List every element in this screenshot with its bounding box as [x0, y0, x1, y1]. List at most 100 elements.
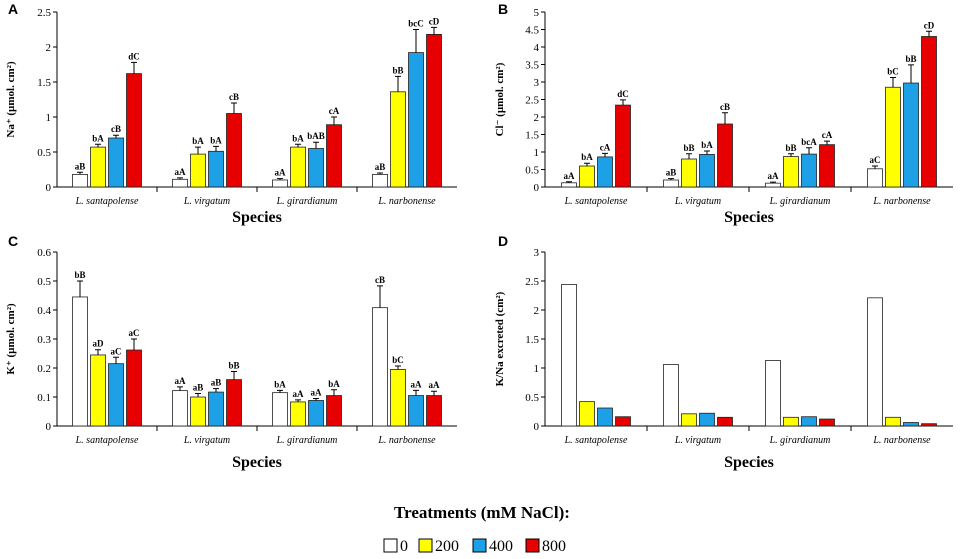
- panel-c-error-bar-l-santapolense-400: [113, 356, 119, 364]
- panel-b-error-bar-l-santapolense-200: [584, 162, 590, 166]
- panel-d-y-tick-label: 0.5: [525, 392, 539, 404]
- panel-b-error-bar-l-narbonense-200: [890, 76, 896, 88]
- panel-b-category-label-l-narbonense: L. narbonense: [872, 196, 931, 207]
- panel-b-bar-l-narbonense-800: [921, 36, 937, 188]
- panel-b-data-label-l-virgatum-200: bB: [683, 143, 694, 153]
- panel-c-bar-l-narbonense-200: [390, 369, 406, 427]
- legend-title: Treatments (mM NaCl):: [394, 503, 570, 522]
- panel-c-error-bar-l-santapolense-800: [131, 338, 137, 351]
- panel-c: C 0 0.1 0.2 0.3 0.4 0.5 0.6 K⁺ (µmol. cm²) L. san…: [5, 233, 457, 471]
- panel-d-bar-l-virgatum-0: [663, 364, 679, 427]
- panel-b-error-bar-l-virgatum-200: [686, 153, 692, 159]
- panel-a-bar-l-narbonense-0: [372, 173, 388, 188]
- legend-swatch-0: [383, 538, 398, 553]
- panel-b-data-label-l-virgatum-400: bA: [701, 140, 713, 150]
- panel-d-bar-l-narbonense-800: [921, 423, 937, 427]
- chart-panels: A 0 0.5 1 1.5 2 2.5 Na⁺ (µmol. cm²) L. santapole…: [5, 1, 953, 471]
- legend-swatch-200: [418, 538, 433, 553]
- panel-c-category-label-l-narbonense: L. narbonense: [377, 435, 436, 446]
- panel-b-y-tick-label: 2: [534, 112, 540, 124]
- panel-b-bar-l-santapolense-400: [597, 156, 613, 188]
- panel-c-bar-l-girardianum-400: [308, 400, 324, 427]
- panel-b-data-label-l-narbonense-800: cD: [924, 20, 935, 30]
- panel-c-data-label-l-narbonense-800: aA: [429, 380, 441, 390]
- panel-d-bar-l-virgatum-400: [699, 412, 715, 427]
- panel-c-data-label-l-narbonense-200: bC: [392, 355, 404, 365]
- panel-a-error-bar-l-narbonense-800: [431, 26, 437, 35]
- panel-c-error-bar-l-virgatum-200: [195, 393, 201, 397]
- panel-a-bar-l-narbonense-400: [408, 52, 424, 188]
- panel-b-bar-l-virgatum-200: [681, 158, 697, 188]
- panel-a-error-bar-l-santapolense-0: [77, 171, 83, 175]
- panel-c-bar-l-virgatum-0: [172, 390, 188, 427]
- panel-b-bar-l-narbonense-200: [885, 86, 901, 188]
- panel-c-bar-l-virgatum-800: [226, 379, 242, 427]
- panel-b-data-label-l-virgatum-800: cB: [720, 102, 730, 112]
- panel-a-data-label-l-santapolense-400: cB: [111, 124, 121, 134]
- panel-c-data-label-l-santapolense-400: aC: [111, 346, 122, 356]
- panel-a-category-label-l-santapolense: L. santapolense: [75, 196, 139, 207]
- panel-d-letter: D: [498, 233, 508, 249]
- legend-swatch-400: [472, 538, 487, 553]
- panel-b: B 0 0.5 1 1.5 2 2.5 3 3.5 4 4.5 5 Cl⁻ (µmol. cm²) L. …: [494, 1, 953, 226]
- panel-d-bar-l-santapolense-200: [579, 401, 595, 427]
- panel-c-letter: C: [8, 233, 18, 249]
- panel-c-data-label-l-girardianum-200: aA: [293, 389, 305, 399]
- panel-c-y-tick-label: 0.6: [37, 247, 51, 259]
- panel-a-y-tick-label: 0.5: [37, 147, 51, 159]
- panel-a-bar-l-santapolense-400: [108, 137, 124, 188]
- panel-a-data-label-l-narbonense-800: cD: [429, 16, 440, 26]
- panel-a-y-tick-label: 2: [46, 42, 52, 54]
- panel-c-data-label-l-girardianum-0: bA: [274, 379, 286, 389]
- panel-c-error-bar-l-narbonense-400: [413, 389, 419, 396]
- panel-d-y-label: K/Na excreted (cm²): [494, 291, 506, 386]
- panel-a-letter: A: [8, 1, 18, 17]
- panel-c-data-label-l-narbonense-400: aA: [411, 379, 423, 389]
- panel-c-data-label-l-girardianum-400: aA: [311, 387, 323, 397]
- panel-d-bar-l-narbonense-200: [885, 416, 901, 427]
- panel-a-y-tick-label: 1.5: [37, 77, 51, 89]
- legend-label-200: 200: [435, 538, 459, 555]
- legend-item-400: 400: [472, 538, 513, 555]
- panel-c-error-bar-l-girardianum-0: [277, 389, 283, 393]
- panel-b-y-tick-label: 3: [534, 77, 540, 89]
- panel-b-category-label-l-santapolense: L. santapolense: [564, 196, 628, 207]
- legend-label-800: 800: [542, 538, 566, 555]
- panel-b-y-label: Cl⁻ (µmol. cm²): [494, 62, 506, 136]
- panel-a-data-label-l-santapolense-200: bA: [92, 133, 104, 143]
- panel-c-bar-l-girardianum-800: [326, 395, 342, 427]
- panel-c-bar-l-virgatum-400: [208, 391, 224, 427]
- legend-label-0: 0: [400, 538, 408, 555]
- panel-d-bar-l-girardianum-400: [801, 416, 817, 427]
- panel-c-category-label-l-santapolense: L. santapolense: [75, 435, 139, 446]
- panel-b-data-label-l-narbonense-400: bB: [905, 54, 916, 64]
- panel-c-y-tick-label: 0.5: [37, 276, 51, 288]
- panel-c-data-label-l-narbonense-0: cB: [375, 275, 385, 285]
- panel-d-y-tick-label: 1.5: [525, 334, 539, 346]
- panel-a-data-label-l-narbonense-400: bcC: [408, 19, 424, 29]
- panel-b-data-label-l-santapolense-0: aA: [564, 171, 576, 181]
- panel-c-error-bar-l-virgatum-0: [177, 386, 183, 391]
- legend-items: 0 200 400 800: [383, 538, 566, 555]
- panel-a-data-label-l-girardianum-0: aA: [275, 168, 287, 178]
- panel-b-y-tick-label: 2.5: [525, 95, 539, 107]
- panel-a-error-bar-l-narbonense-0: [377, 172, 383, 175]
- panel-c-error-bar-l-girardianum-800: [331, 389, 337, 396]
- panel-b-error-bar-l-girardianum-400: [806, 147, 812, 155]
- legend-label-400: 400: [489, 538, 513, 555]
- panel-c-error-bar-l-narbonense-0: [377, 285, 383, 308]
- panel-b-error-bar-l-narbonense-400: [908, 64, 914, 84]
- panel-b-bar-l-virgatum-400: [699, 154, 715, 188]
- panel-a-y-tick-label: 2.5: [37, 7, 51, 19]
- panel-d-category-label-l-narbonense: L. narbonense: [872, 435, 931, 446]
- panel-b-y-tick-label: 0.5: [525, 165, 539, 177]
- panel-b-error-bar-l-santapolense-0: [566, 181, 572, 183]
- panel-a-bar-l-santapolense-0: [72, 173, 88, 188]
- panel-b-y-tick-label: 4: [534, 42, 540, 54]
- panel-b-bar-l-girardianum-800: [819, 144, 835, 188]
- panel-b-data-label-l-girardianum-0: aA: [768, 171, 780, 181]
- panel-b-bar-l-girardianum-0: [765, 182, 781, 188]
- panel-b-y-tick-label: 3.5: [525, 60, 539, 72]
- panel-c-data-label-l-santapolense-200: aD: [93, 339, 105, 349]
- panel-a-bar-l-girardianum-200: [290, 146, 306, 188]
